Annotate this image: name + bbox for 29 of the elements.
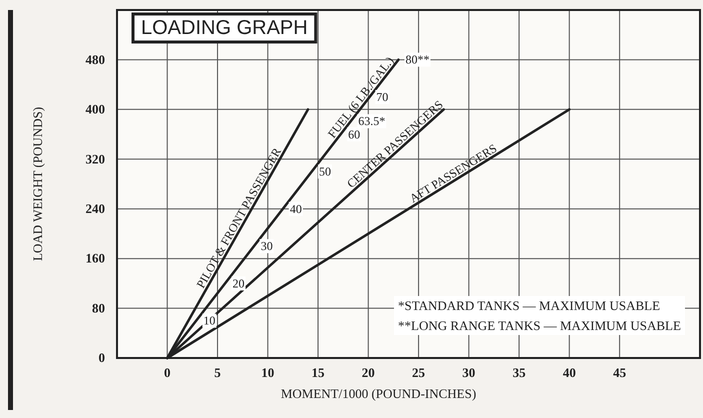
annotation: 80** xyxy=(405,52,430,67)
annotation: **LONG RANGE TANKS — MAXIMUM USABLE xyxy=(398,318,681,333)
x-tick-label: 0 xyxy=(164,365,171,380)
annotation: *STANDARD TANKS — MAXIMUM USABLE xyxy=(398,298,660,313)
annotation: 50 xyxy=(319,164,332,179)
x-tick-label: 45 xyxy=(613,365,627,380)
y-tick-label: 80 xyxy=(92,300,105,316)
annotation: 30 xyxy=(260,239,273,254)
x-tick-label: 40 xyxy=(562,365,576,380)
y-tick-label: 0 xyxy=(98,350,105,366)
chart-title: LOADING GRAPH xyxy=(141,17,308,39)
x-axis-title: MOMENT/1000 (POUND-INCHES) xyxy=(280,386,476,401)
annotation: 63.5* xyxy=(358,114,386,128)
x-tick-label: 10 xyxy=(261,365,274,380)
y-axis-title: LOAD WEIGHT (POUNDS) xyxy=(30,106,45,262)
annotation: 20 xyxy=(232,276,245,290)
annotation: 10 xyxy=(203,314,216,328)
x-tick-label: 15 xyxy=(312,365,326,380)
y-tick-label: 160 xyxy=(86,250,105,266)
y-tick-label: 320 xyxy=(86,151,105,166)
x-tick-label: 30 xyxy=(462,365,476,380)
y-tick-label: 240 xyxy=(86,201,105,216)
y-tick-label: 480 xyxy=(86,52,105,67)
x-tick-label: 20 xyxy=(362,365,375,380)
y-tick-label: 400 xyxy=(86,102,105,117)
annotation: 40 xyxy=(290,202,302,216)
x-tick-label: 25 xyxy=(412,365,426,380)
x-tick-label: 5 xyxy=(214,365,222,380)
x-tick-label: 35 xyxy=(512,365,526,380)
